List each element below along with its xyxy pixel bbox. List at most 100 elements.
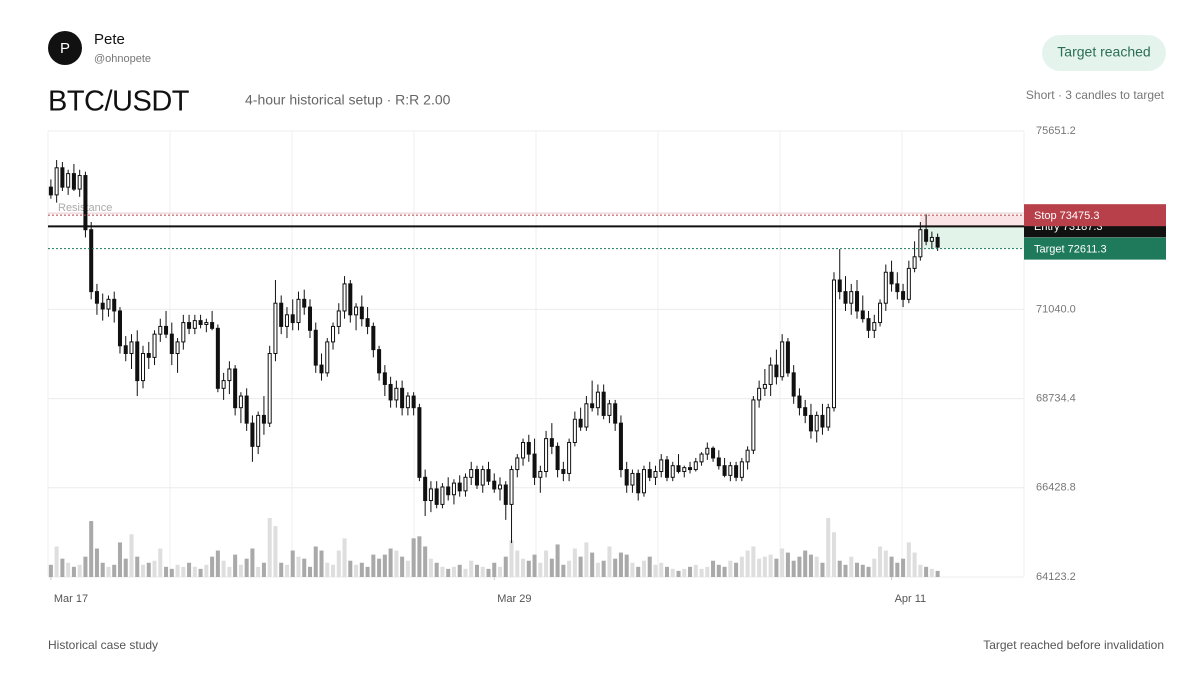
avatar [48, 31, 82, 65]
candle-body [785, 341, 790, 374]
y-tick-label: 68734.4 [1036, 393, 1076, 405]
volume-bar [636, 566, 641, 577]
vertical-grid [47, 131, 1025, 577]
volume-bar [607, 546, 612, 577]
candle-body [567, 441, 572, 474]
volume-bar [77, 564, 82, 577]
volume-bar [365, 566, 370, 577]
candle-body [169, 333, 174, 355]
candle-body [446, 486, 451, 496]
candle-body [423, 476, 428, 502]
volume-bar [935, 570, 940, 577]
candle-body [261, 414, 266, 424]
candle-body [831, 279, 836, 409]
candle-body [716, 457, 721, 467]
candle-body [670, 465, 675, 478]
volume-bar [382, 554, 387, 577]
volume-bar [261, 562, 266, 577]
volume-bar [284, 564, 289, 577]
volume-bar [895, 562, 900, 577]
volume-bar [198, 568, 203, 577]
candle-body [624, 469, 629, 486]
volume-bar [94, 548, 99, 577]
candle-body [797, 395, 802, 409]
volume-bar [66, 562, 71, 577]
volume-bar [768, 554, 773, 577]
candle-body [106, 298, 111, 310]
candle-body [158, 325, 163, 335]
candle-body [929, 236, 934, 242]
volume-bar [595, 562, 600, 577]
volume-bar [434, 562, 439, 577]
candle-body [555, 445, 560, 471]
volume-bar [791, 560, 796, 577]
candle-body [935, 236, 940, 248]
candle-body [883, 271, 888, 304]
volume-bar [716, 564, 721, 577]
avatar-initial: P [60, 40, 70, 57]
volume-bar [797, 556, 802, 577]
volume-bar [878, 546, 883, 577]
candle-body [307, 306, 313, 331]
volume-bar [849, 556, 854, 577]
candle-body [83, 175, 88, 231]
volume-bar [192, 566, 197, 577]
volume-bar [664, 566, 670, 577]
candle-body [256, 414, 261, 447]
candle-body [112, 298, 117, 312]
volume-bar [785, 552, 790, 577]
candle-body [359, 306, 364, 320]
volume-bar [158, 548, 163, 577]
volume-bar [745, 550, 750, 577]
candle-body [636, 472, 641, 494]
candle-body [676, 465, 681, 473]
candle-body [405, 395, 410, 409]
stop-zone [920, 215, 1024, 227]
candle-body [273, 302, 278, 355]
candle-body [279, 302, 284, 327]
candle-body [641, 469, 646, 494]
candle-body [630, 472, 635, 486]
volume-bar [181, 566, 186, 577]
candle-body [181, 322, 186, 343]
y-tick-label: 66428.8 [1036, 482, 1076, 494]
candle-body [192, 320, 197, 329]
candle-body [526, 441, 531, 455]
volume-bar [584, 542, 589, 577]
candle-body [129, 341, 134, 355]
candle-body [198, 320, 203, 325]
volume-bar [705, 566, 710, 577]
candle-body [653, 471, 658, 478]
candle-body [210, 322, 215, 329]
volume-bar [497, 566, 503, 577]
volume-bar [711, 560, 716, 577]
volume-bar [630, 562, 635, 577]
volume-bar [129, 534, 134, 577]
volume-bar [659, 562, 664, 577]
volume-bar [331, 564, 336, 577]
candle-body [739, 461, 744, 478]
candle-body [918, 229, 923, 258]
candle-body [284, 314, 289, 327]
candle-body [296, 298, 301, 324]
volume-bar [567, 560, 572, 577]
volume-bar [613, 558, 618, 577]
volume-bar [342, 538, 347, 577]
candle-body [463, 476, 468, 492]
volume-bar [296, 556, 301, 577]
candle-body [906, 267, 911, 300]
volume-bar [682, 568, 687, 577]
volume-bar [901, 558, 906, 577]
candle-body [428, 488, 433, 502]
volume-bar [572, 548, 577, 577]
candle-body [394, 387, 399, 401]
volume-bar [653, 564, 658, 577]
volume-bar [918, 564, 923, 577]
candle-body [607, 403, 612, 416]
candle-body [348, 283, 353, 316]
candle-body [912, 256, 917, 269]
volume-bar [670, 568, 675, 577]
candle-body [135, 341, 140, 382]
volume-bar [279, 562, 284, 577]
candle-body [515, 457, 520, 471]
